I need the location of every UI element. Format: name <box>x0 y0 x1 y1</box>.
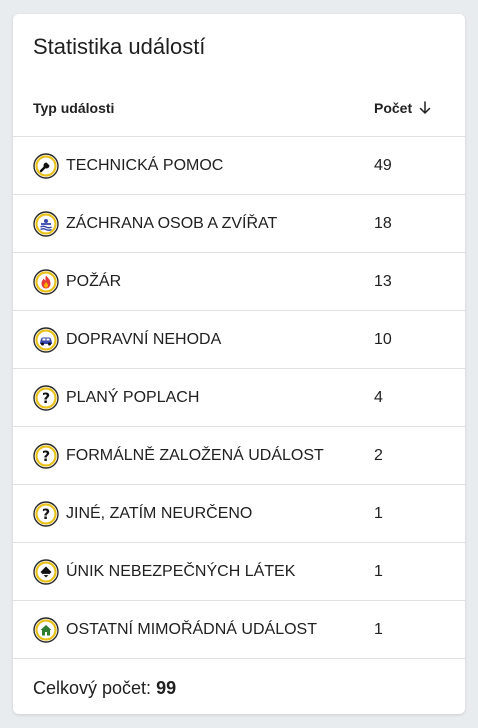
event-type-cell: OSTATNÍ MIMOŘÁDNÁ UDÁLOST <box>33 601 317 658</box>
table-row: DOPRAVNÍ NEHODA 10 <box>13 311 465 369</box>
event-count: 1 <box>374 621 383 638</box>
total-count: Celkový počet: 99 <box>33 678 176 699</box>
event-type-label: DOPRAVNÍ NEHODA <box>66 330 222 348</box>
event-count: 49 <box>374 157 392 174</box>
event-type-cell: TECHNICKÁ POMOC <box>33 137 223 194</box>
total-count-label: Celkový počet: <box>33 678 152 698</box>
event-type-cell: ? JINÉ, ZATÍM NEURČENO <box>33 485 252 542</box>
column-header-count[interactable]: Počet <box>374 92 432 124</box>
event-count: 2 <box>374 447 383 464</box>
column-header-type[interactable]: Typ události <box>33 100 115 116</box>
event-type-cell: ÚNIK NEBEZPEČNÝCH LÁTEK <box>33 543 295 600</box>
event-type-cell: ZÁCHRANA OSOB A ZVÍŘAT <box>33 195 277 252</box>
event-count: 10 <box>374 331 392 348</box>
table-row: ? PLANÝ POPLACH 4 <box>13 369 465 427</box>
event-type-label: FORMÁLNĚ ZALOŽENÁ UDÁLOST <box>66 446 324 464</box>
column-header-count-label: Počet <box>374 100 413 116</box>
house-icon <box>33 616 59 643</box>
rescue-icon <box>33 210 59 237</box>
table-header: Typ události Počet <box>13 92 465 137</box>
table-row: ZÁCHRANA OSOB A ZVÍŘAT 18 <box>13 195 465 253</box>
table-row: TECHNICKÁ POMOC 49 <box>13 137 465 195</box>
event-type-label: PLANÝ POPLACH <box>66 388 200 406</box>
event-type-cell: POŽÁR <box>33 253 121 310</box>
event-type-label: ÚNIK NEBEZPEČNÝCH LÁTEK <box>66 562 296 580</box>
event-count: 4 <box>374 389 383 406</box>
table-body: TECHNICKÁ POMOC 49 ZÁCHRANA OSOB A ZVÍŘA… <box>13 137 465 659</box>
table-row: OSTATNÍ MIMOŘÁDNÁ UDÁLOST 1 <box>13 601 465 659</box>
sort-arrow-down-icon[interactable] <box>418 101 432 115</box>
fire-icon <box>33 268 59 295</box>
table-row: ÚNIK NEBEZPEČNÝCH LÁTEK 1 <box>13 543 465 601</box>
table-row: ? JINÉ, ZATÍM NEURČENO 1 <box>13 485 465 543</box>
event-type-label: POŽÁR <box>66 272 122 290</box>
event-type-label: TECHNICKÁ POMOC <box>66 156 224 174</box>
event-type-label: JINÉ, ZATÍM NEURČENO <box>66 504 253 522</box>
hazmat-icon <box>33 558 59 585</box>
svg-text:?: ? <box>42 391 50 407</box>
event-count: 1 <box>374 505 383 522</box>
event-count: 18 <box>374 215 392 232</box>
event-type-label: OSTATNÍ MIMOŘÁDNÁ UDÁLOST <box>66 620 317 638</box>
total-count-value: 99 <box>156 678 177 698</box>
event-type-cell: DOPRAVNÍ NEHODA <box>33 311 221 368</box>
car-icon <box>33 326 59 353</box>
table-row: ? FORMÁLNĚ ZALOŽENÁ UDÁLOST 2 <box>13 427 465 485</box>
svg-text:?: ? <box>42 507 50 523</box>
question-icon: ? <box>33 384 59 411</box>
event-count: 1 <box>374 563 383 580</box>
question-icon: ? <box>33 500 59 527</box>
card-title: Statistika událostí <box>33 34 206 59</box>
svg-text:?: ? <box>42 449 50 465</box>
event-count: 13 <box>374 273 392 290</box>
event-statistics-table: Typ události Počet TECHNICKÁ PO <box>13 92 465 659</box>
event-type-cell: ? FORMÁLNĚ ZALOŽENÁ UDÁLOST <box>33 427 324 484</box>
statistics-card: Statistika událostí Typ události Počet <box>13 14 465 714</box>
event-type-label: ZÁCHRANA OSOB A ZVÍŘAT <box>66 214 278 232</box>
table-row: POŽÁR 13 <box>13 253 465 311</box>
event-type-cell: ? PLANÝ POPLACH <box>33 369 199 426</box>
question-icon: ? <box>33 442 59 469</box>
wrench-icon <box>33 152 59 179</box>
